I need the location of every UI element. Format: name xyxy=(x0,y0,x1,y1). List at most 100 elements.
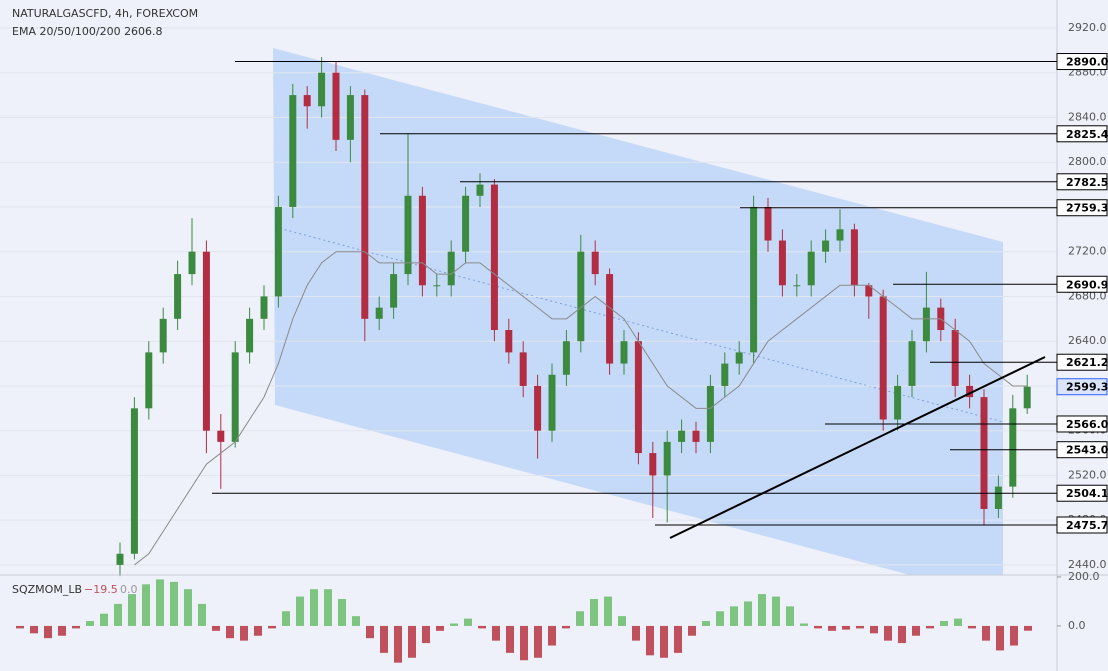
candle-body xyxy=(534,385,542,431)
momentum-bar xyxy=(30,625,38,634)
level-label-box xyxy=(1056,415,1108,433)
candle-body xyxy=(778,240,786,286)
momentum-bar xyxy=(996,625,1004,651)
ema-line xyxy=(134,251,1028,566)
y-tick-label: 2840.0 xyxy=(1068,110,1107,123)
level-label-box xyxy=(1056,125,1108,143)
candle-body xyxy=(490,184,498,331)
candle-body xyxy=(174,274,182,319)
candle-body xyxy=(735,352,743,364)
momentum-bar xyxy=(618,616,626,626)
candle-body xyxy=(922,307,930,342)
momentum-bar xyxy=(212,625,220,631)
candle-body xyxy=(793,285,801,287)
momentum-bar xyxy=(520,625,528,661)
momentum-bar xyxy=(800,623,808,626)
level-label-box xyxy=(1056,484,1108,502)
candle-body xyxy=(620,341,628,364)
candle-body xyxy=(1023,386,1031,409)
momentum-bar xyxy=(870,625,878,634)
candle-body xyxy=(951,330,959,386)
candle-body xyxy=(231,352,239,442)
level-label: 2782.5 xyxy=(1066,176,1108,189)
momentum-bar xyxy=(254,625,262,636)
level-label-box xyxy=(1056,173,1108,191)
candle-body xyxy=(994,486,1002,509)
momentum-bar xyxy=(632,625,640,641)
candle-body xyxy=(361,95,369,319)
level-label-box xyxy=(1056,199,1108,217)
level-label-box xyxy=(1056,516,1108,534)
momentum-bar xyxy=(702,621,710,626)
candle-body xyxy=(289,95,297,207)
level-label: 2543.0 xyxy=(1066,444,1108,457)
momentum-bar xyxy=(422,625,430,644)
candle-body xyxy=(706,385,714,442)
y-tick-label: 2520.0 xyxy=(1068,468,1107,481)
momentum-bar xyxy=(982,625,990,641)
momentum-bar xyxy=(884,625,892,641)
momentum-bar xyxy=(562,625,570,629)
candle-body xyxy=(822,240,830,252)
momentum-bar xyxy=(506,625,514,653)
trend-line xyxy=(669,356,1046,539)
momentum-bar xyxy=(198,603,206,626)
momentum-bar xyxy=(1024,625,1032,631)
momentum-bar xyxy=(730,606,738,626)
candle-body xyxy=(562,341,570,375)
candle-body xyxy=(390,274,398,308)
momentum-bar xyxy=(492,625,500,641)
candle-body xyxy=(606,274,614,364)
candle-body xyxy=(188,251,196,275)
candle-body xyxy=(764,206,772,241)
candle-body xyxy=(145,352,153,409)
candle-body xyxy=(850,229,858,286)
level-label-box xyxy=(1056,275,1108,293)
momentum-bar xyxy=(856,625,864,629)
momentum-bar xyxy=(72,625,80,629)
y-tick-label: 2640.0 xyxy=(1068,334,1107,347)
level-label: 2825.4 xyxy=(1066,128,1108,141)
candle-body xyxy=(879,296,887,420)
momentum-bar xyxy=(716,611,724,626)
candle-body xyxy=(202,251,210,431)
momentum-bar xyxy=(128,594,136,626)
candle-body xyxy=(1009,408,1017,487)
candle-body xyxy=(260,296,268,319)
current-price-label: 2599.3 xyxy=(1066,381,1108,394)
channel-midline xyxy=(274,226,1004,423)
momentum-bar xyxy=(940,621,948,626)
momentum-bar xyxy=(310,589,318,626)
chart-title: NATURALGASCFD, 4h, FOREXCOM xyxy=(12,7,198,20)
candle-body xyxy=(433,285,441,287)
momentum-bar xyxy=(282,611,290,626)
candle-body xyxy=(332,72,340,140)
candle-body xyxy=(894,385,902,420)
momentum-bar xyxy=(548,625,556,646)
y-tick-label: 200.0 xyxy=(1068,570,1100,583)
candle-body xyxy=(750,206,758,353)
momentum-bar xyxy=(142,584,150,626)
momentum-bar xyxy=(394,625,402,663)
momentum-bar xyxy=(604,596,612,626)
momentum-bar xyxy=(114,603,122,626)
y-tick-label: 2440.0 xyxy=(1068,558,1107,571)
candle-body xyxy=(980,397,988,509)
momentum-bar xyxy=(926,625,934,629)
level-label: 2621.2 xyxy=(1066,356,1108,369)
candle-body xyxy=(663,441,671,476)
momentum-bar xyxy=(660,625,668,658)
level-label: 2475.7 xyxy=(1066,519,1108,532)
candle-body xyxy=(404,195,412,275)
regression-channel xyxy=(273,48,1003,575)
momentum-bar xyxy=(324,589,332,626)
momentum-bar xyxy=(674,625,682,653)
momentum-bar xyxy=(898,625,906,644)
candle-body xyxy=(678,430,686,442)
momentum-bar xyxy=(786,606,794,626)
momentum-bar xyxy=(842,625,850,630)
level-label: 2759.3 xyxy=(1066,202,1108,215)
level-label: 2890.0 xyxy=(1066,56,1108,69)
candle-body xyxy=(418,195,426,286)
